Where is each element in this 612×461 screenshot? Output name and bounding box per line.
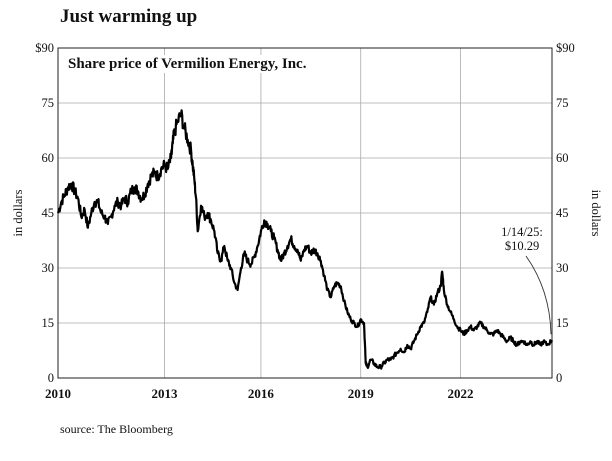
y-tick-label-left: $90 [35, 41, 54, 55]
annotation-date: 1/14/25: [501, 225, 543, 239]
y-tick-label-left: 15 [42, 316, 55, 330]
series-line-vermilion [56, 109, 554, 370]
chart-title: Just warming up [60, 6, 198, 27]
y-tick-label-left: 60 [42, 151, 55, 165]
x-tick-label: 2010 [45, 386, 71, 401]
source-note: source: The Bloomberg [60, 422, 173, 436]
y-axis-label-right: in dollars [589, 190, 603, 237]
y-tick-label-left: 0 [48, 371, 54, 385]
x-tick-label: 2013 [151, 386, 178, 401]
x-tick-label: 2019 [348, 386, 375, 401]
y-tick-label-right: 60 [556, 151, 569, 165]
y-tick-label-right: 75 [556, 96, 569, 110]
y-axis-right: 0 15 30 45 60 75 $90 [556, 41, 575, 385]
y-tick-label-left: 30 [42, 261, 55, 275]
y-tick-label-right: 0 [556, 371, 562, 385]
y-tick-label-right: 15 [556, 316, 569, 330]
annotation-leader-line [525, 255, 552, 335]
x-tick-label: 2016 [248, 386, 275, 401]
y-tick-label-right: 30 [556, 261, 569, 275]
x-tick-label: 2022 [448, 386, 474, 401]
y-tick-label-right: $90 [556, 41, 575, 55]
y-tick-label-right: 45 [556, 206, 569, 220]
y-tick-label-left: 45 [42, 206, 55, 220]
y-axis-left: 0 15 30 45 60 75 $90 [35, 41, 54, 385]
y-tick-label-left: 75 [42, 96, 55, 110]
annotation-price: $10.29 [505, 239, 539, 253]
gridlines [58, 48, 552, 378]
y-axis-label-left: in dollars [11, 189, 25, 236]
chart-subtitle: Share price of Vermilion Energy, Inc. [68, 56, 307, 72]
x-axis: 2010 2013 2016 2019 2022 [45, 386, 474, 401]
subtitle-background [65, 55, 310, 73]
